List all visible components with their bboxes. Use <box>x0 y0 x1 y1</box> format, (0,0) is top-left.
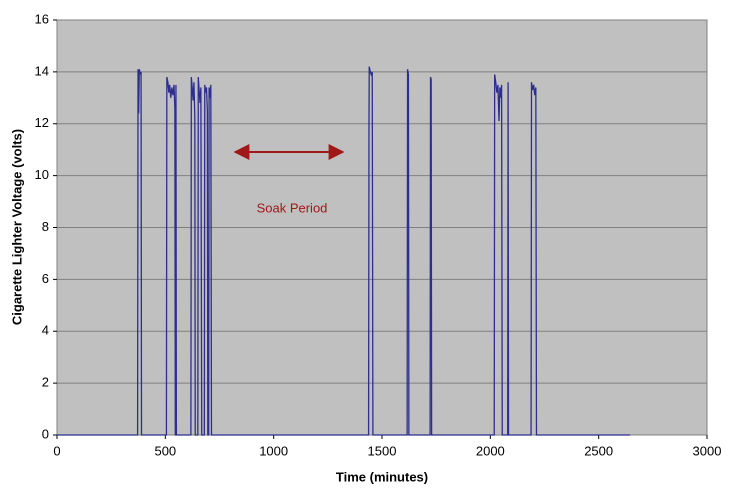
x-tick-label: 2500 <box>584 443 613 458</box>
y-tick-label: 4 <box>42 323 49 338</box>
x-tick-label: 500 <box>154 443 176 458</box>
x-tick-label: 1000 <box>259 443 288 458</box>
y-tick-label: 6 <box>42 271 49 286</box>
y-tick-label: 14 <box>35 63 49 78</box>
y-tick-label: 8 <box>42 219 49 234</box>
annotation: Soak Period <box>257 200 328 215</box>
y-tick-label: 16 <box>35 11 49 26</box>
y-axis-title: Cigarette Lighter Voltage (volts) <box>9 129 24 325</box>
y-tick-label: 0 <box>42 426 49 441</box>
y-tick-label: 12 <box>35 115 49 130</box>
data-line <box>57 66 631 436</box>
x-tick-label: 0 <box>53 443 60 458</box>
x-axis-title: Time (minutes) <box>336 469 428 484</box>
y-tick-label: 2 <box>42 375 49 390</box>
x-tick-label: 3000 <box>693 443 722 458</box>
x-tick-label: 2000 <box>476 443 505 458</box>
x-tick-label: 1500 <box>368 443 397 458</box>
y-tick-label: 10 <box>35 167 49 182</box>
